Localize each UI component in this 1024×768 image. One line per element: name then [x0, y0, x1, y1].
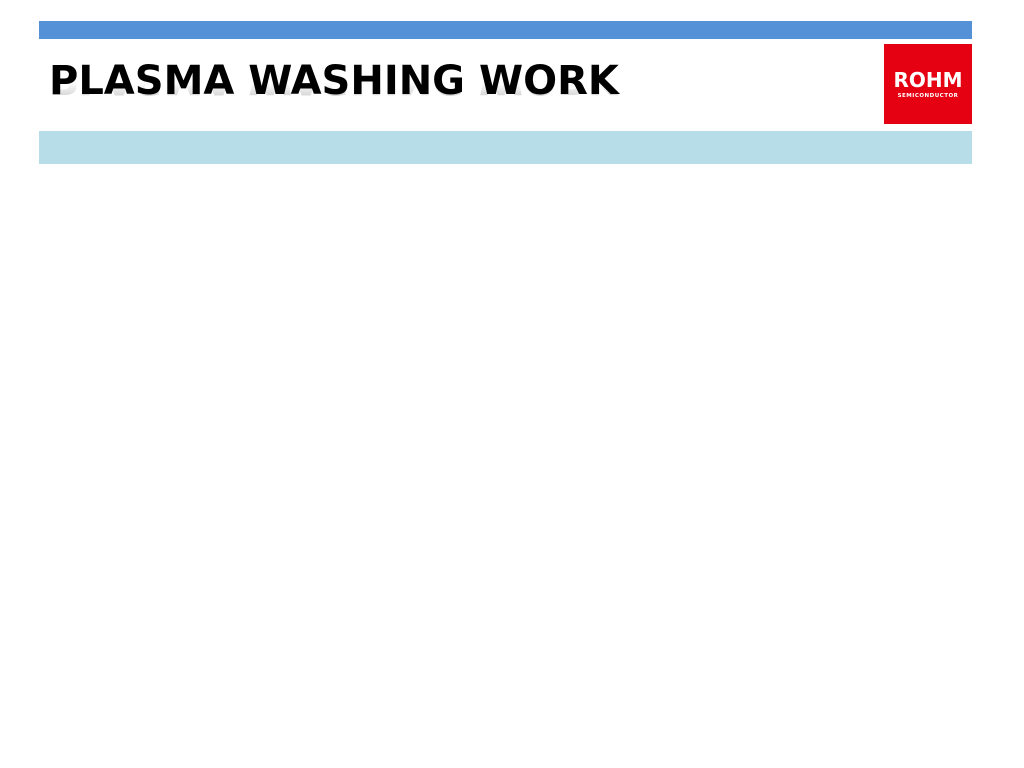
slide-content-area [39, 170, 972, 730]
title-block: PLASMA WASHING WORK PLASMA WASHING WORK [49, 56, 619, 126]
slide-title: PLASMA WASHING WORK [49, 58, 619, 104]
subtitle-band [39, 131, 972, 164]
logo-tagline: SEMICONDUCTOR [897, 92, 959, 99]
top-accent-bar [39, 21, 972, 39]
logo-wordmark: ROHM [893, 67, 963, 92]
rohm-logo: ROHM SEMICONDUCTOR [884, 44, 972, 124]
slide-title-reflection: PLASMA WASHING WORK [49, 82, 619, 104]
